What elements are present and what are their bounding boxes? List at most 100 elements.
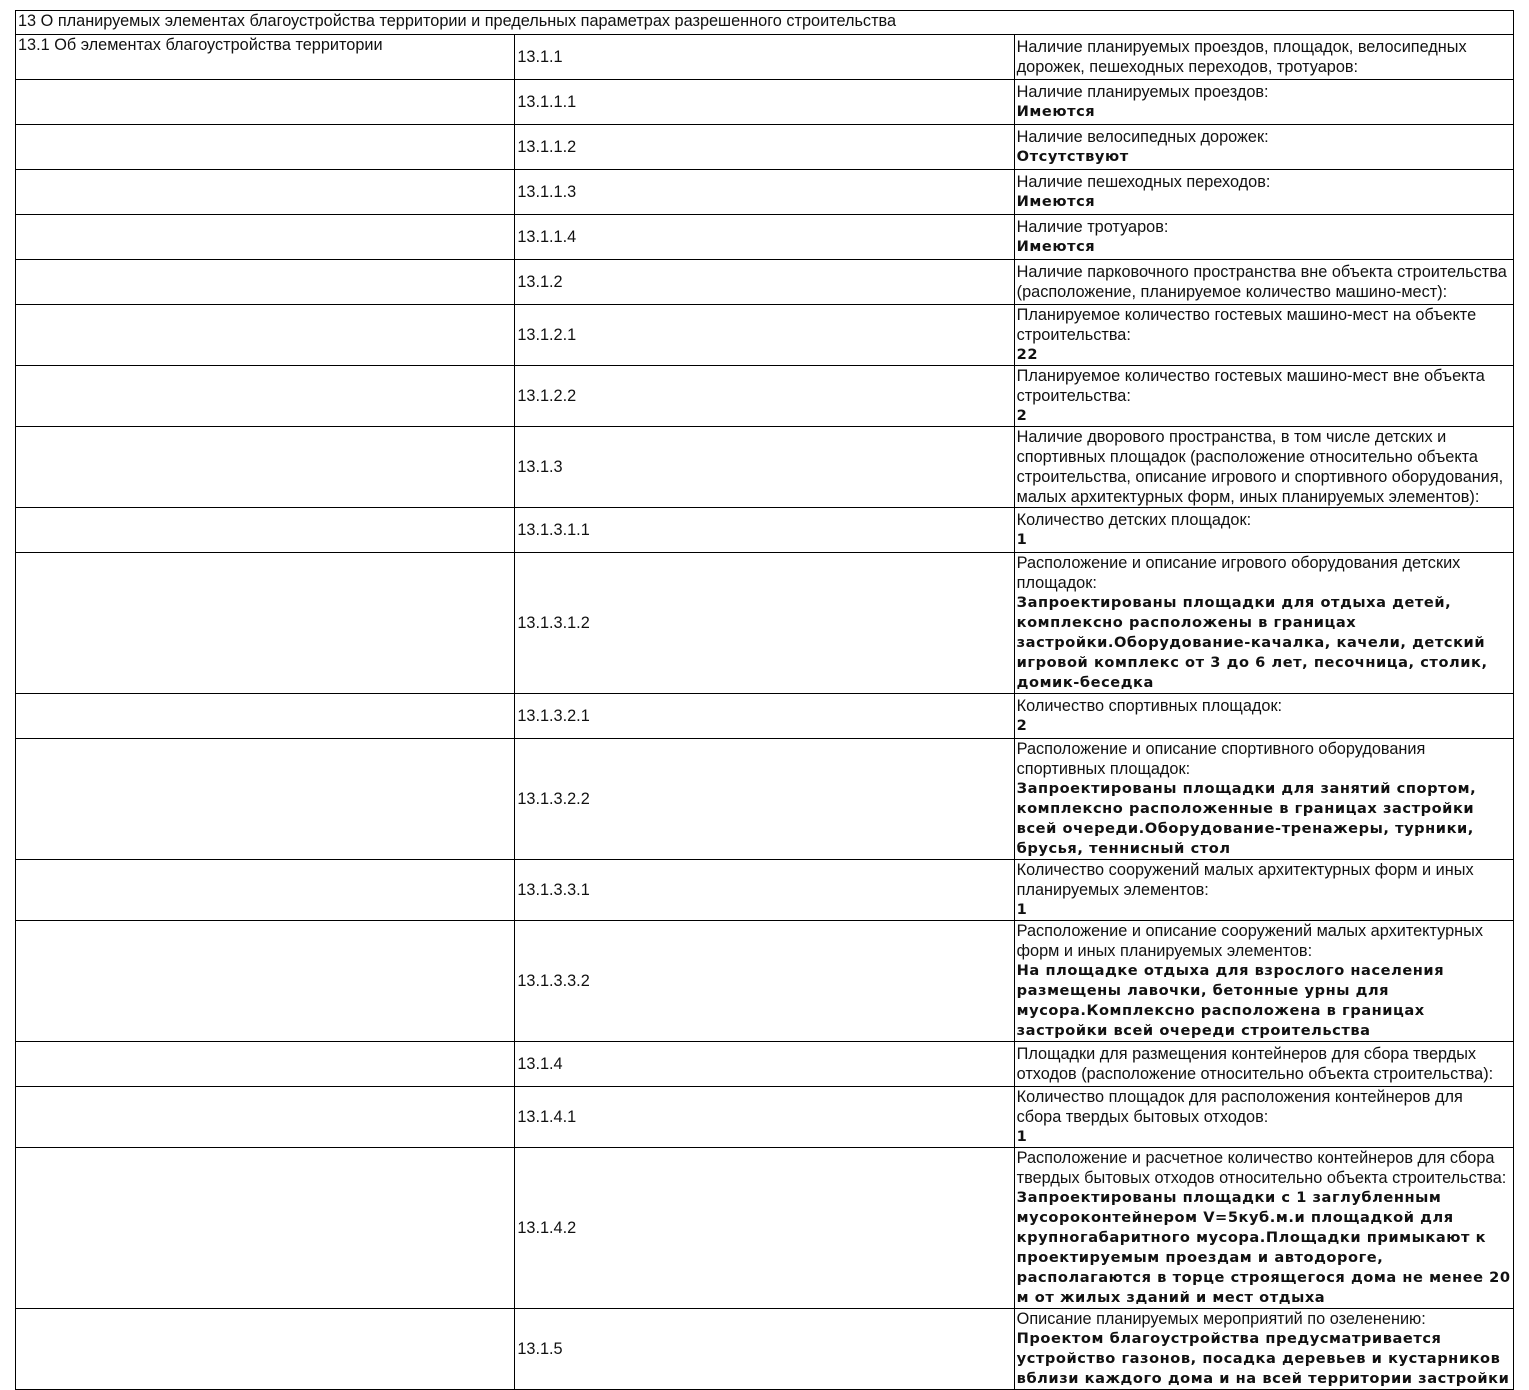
item-number: 13.1.3.1.2	[514, 552, 1015, 694]
item-number: 13.1.1.1	[514, 79, 1015, 125]
item-label: Расположение и описание спортивного обор…	[1016, 740, 1426, 778]
item-value: На площадке отдыха для взрослого населен…	[1016, 962, 1445, 1039]
item-content: Расположение и описание игрового оборудо…	[1013, 552, 1515, 694]
item-value: Имеются	[1016, 238, 1096, 255]
item-content: Расположение и описание сооружений малых…	[1013, 920, 1515, 1042]
item-number: 13.1.3.2.1	[514, 693, 1015, 739]
item-label: Наличие дворового пространства, в том чи…	[1016, 428, 1504, 506]
table-row: 13.1.1.4 Наличие тротуаров: Имеются	[14, 214, 1515, 260]
item-content: Описание планируемых мероприятий по озел…	[1013, 1308, 1515, 1390]
item-content: Количество спортивных площадок: 2	[1013, 693, 1515, 739]
item-content: Расположение и расчетное количество конт…	[1013, 1147, 1515, 1309]
category-cell	[14, 507, 516, 553]
item-value: Проектом благоустройства предусматривает…	[1016, 1330, 1510, 1387]
table-row: 13.1.2 Наличие парковочного пространства …	[14, 259, 1515, 305]
category-cell	[14, 214, 516, 260]
item-number: 13.1.3.3.2	[514, 920, 1015, 1042]
item-number: 13.1.3	[514, 426, 1015, 508]
table-row: 13.1.3.3.2 Расположение и описание сооруж…	[14, 920, 1515, 1042]
item-value: 22	[1016, 346, 1039, 363]
item-label: Наличие планируемых проездов, площадок, …	[1016, 38, 1467, 76]
landscaping-table: 13 О планируемых элементах благоустройст…	[14, 10, 1515, 1390]
item-value: 1	[1016, 1128, 1028, 1145]
table-row: 13.1.3.2.1 Количество спортивных площадок…	[14, 693, 1515, 739]
item-value: 1	[1016, 901, 1028, 918]
item-value: 1	[1016, 531, 1028, 548]
item-label: Планируемое количество гостевых машино-м…	[1016, 367, 1485, 405]
category-cell	[14, 1086, 516, 1148]
category-cell	[14, 693, 516, 739]
item-label: Площадки для размещения контейнеров для …	[1016, 1045, 1494, 1083]
category-cell	[14, 169, 516, 215]
item-content: Количество сооружений малых архитектурны…	[1013, 859, 1515, 921]
item-value: Имеются	[1016, 103, 1096, 120]
item-value: Запроектированы площадки для занятий спо…	[1016, 780, 1477, 857]
item-number: 13.1.1.4	[514, 214, 1015, 260]
table-row: 13.1.5 Описание планируемых мероприятий п…	[14, 1308, 1515, 1390]
item-value: Отсутствуют	[1016, 148, 1129, 165]
category-cell	[14, 426, 516, 508]
category-cell	[14, 738, 516, 860]
category-cell	[14, 552, 516, 694]
item-value: 2	[1016, 407, 1028, 424]
item-content: Расположение и описание спортивного обор…	[1013, 738, 1515, 860]
item-content: Наличие планируемых проездов, площадок, …	[1013, 34, 1515, 80]
item-label: Наличие пешеходных переходов:	[1016, 173, 1271, 191]
table-row: 13.1.3.1.1 Количество детских площадок: 1	[14, 507, 1515, 553]
category-cell	[14, 365, 516, 427]
item-label: Расположение и описание игрового оборудо…	[1016, 554, 1461, 592]
item-content: Наличие парковочного пространства вне об…	[1013, 259, 1515, 305]
category-cell	[14, 79, 516, 125]
item-label: Количество сооружений малых архитектурны…	[1016, 861, 1474, 899]
item-label: Расположение и расчетное количество конт…	[1016, 1149, 1507, 1187]
item-number: 13.1.2.2	[514, 365, 1015, 427]
subsection-title: 13.1 Об элементах благоустройства террит…	[14, 34, 516, 80]
table-row: 13.1.3.2.2 Расположение и описание спорти…	[14, 738, 1515, 860]
table-row: 13.1.4.2 Расположение и расчетное количес…	[14, 1147, 1515, 1309]
item-number: 13.1.5	[514, 1308, 1015, 1390]
table-row: 13.1.2.2 Планируемое количество гостевых …	[14, 365, 1515, 427]
item-value: Запроектированы площадки для отдыха дете…	[1016, 594, 1488, 691]
item-number: 13.1.1.2	[514, 124, 1015, 170]
item-label: Описание планируемых мероприятий по озел…	[1016, 1310, 1426, 1328]
item-label: Расположение и описание сооружений малых…	[1016, 922, 1483, 960]
item-label: Наличие тротуаров:	[1016, 218, 1169, 236]
item-number: 13.1.1.3	[514, 169, 1015, 215]
item-content: Наличие тротуаров: Имеются	[1013, 214, 1515, 260]
section-title: 13 О планируемых элементах благоустройст…	[15, 10, 1514, 35]
item-content: Количество площадок для расположения кон…	[1013, 1086, 1515, 1148]
category-cell	[14, 124, 516, 170]
item-content: Планируемое количество гостевых машино-м…	[1013, 365, 1515, 427]
table-row: 13.1.4.1 Количество площадок для располож…	[14, 1086, 1515, 1148]
category-cell	[14, 1308, 516, 1390]
table-row: 13.1 Об элементах благоустройства террит…	[14, 34, 1515, 80]
item-label: Количество площадок для расположения кон…	[1016, 1088, 1463, 1126]
table-row: 13.1.1.2 Наличие велосипедных дорожек: Отс…	[14, 124, 1515, 170]
item-number: 13.1.3.1.1	[514, 507, 1015, 553]
item-label: Планируемое количество гостевых машино-м…	[1016, 306, 1477, 344]
category-cell	[14, 1147, 516, 1309]
category-cell	[14, 259, 516, 305]
item-value: 2	[1016, 717, 1028, 734]
item-value: Запроектированы площадки с 1 заглубленны…	[1016, 1189, 1511, 1306]
section-header-row: 13 О планируемых элементах благоустройст…	[15, 10, 1514, 35]
item-label: Количество спортивных площадок:	[1016, 697, 1283, 715]
table-row: 13.1.3 Наличие дворового пространства, в …	[14, 426, 1515, 508]
item-content: Наличие пешеходных переходов: Имеются	[1013, 169, 1515, 215]
item-number: 13.1.3.2.2	[514, 738, 1015, 860]
item-number: 13.1.4.2	[514, 1147, 1015, 1309]
item-number: 13.1.3.3.1	[514, 859, 1015, 921]
item-number: 13.1.4.1	[514, 1086, 1015, 1148]
item-value: Имеются	[1016, 193, 1096, 210]
table-row: 13.1.2.1 Планируемое количество гостевых …	[14, 304, 1515, 366]
table-row: 13.1.1.1 Наличие планируемых проездов: Име…	[14, 79, 1515, 125]
table-row: 13.1.1.3 Наличие пешеходных переходов: Име…	[14, 169, 1515, 215]
category-cell	[14, 304, 516, 366]
item-number: 13.1.1	[514, 34, 1015, 80]
item-content: Планируемое количество гостевых машино-м…	[1013, 304, 1515, 366]
item-content: Наличие велосипедных дорожек: Отсутствуют	[1013, 124, 1515, 170]
item-label: Наличие планируемых проездов:	[1016, 83, 1269, 101]
table-row: 13.1.3.3.1 Количество сооружений малых ар…	[14, 859, 1515, 921]
table-row: 13.1.3.1.2 Расположение и описание игрово…	[14, 552, 1515, 694]
item-label: Наличие велосипедных дорожек:	[1016, 128, 1269, 146]
